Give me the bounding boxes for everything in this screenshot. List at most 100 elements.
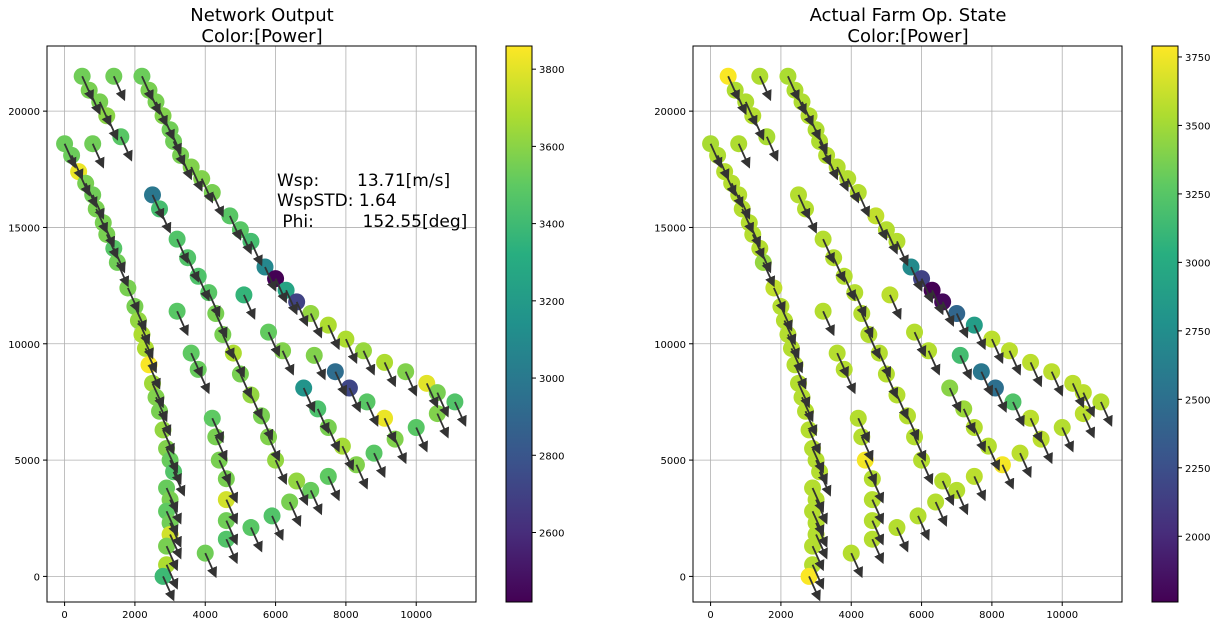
colorbar-ticks: 2000 2250 2500 2750 3000 3250 3500 3750 (1178, 53, 1210, 543)
colorbar-tick-label: 3750 (1185, 53, 1210, 64)
wind-arrow (327, 427, 341, 453)
x-tick-label: 6000 (909, 610, 934, 621)
wind-arrow (860, 436, 874, 462)
plot-frame (46, 45, 477, 603)
wind-arrow (383, 362, 397, 388)
wind-arrow (1082, 392, 1096, 418)
wind-arrow (204, 552, 217, 579)
wind-arrow (179, 154, 193, 181)
turbine-marker (242, 519, 260, 537)
wind-arrow (885, 373, 899, 399)
wind-arrow (913, 436, 927, 462)
wind-arrow (281, 350, 295, 376)
wind-arrow (832, 257, 846, 283)
colorbar-tick-label: 3500 (1185, 121, 1210, 132)
wind-arrow (843, 275, 856, 302)
wind-arrow (758, 248, 772, 274)
wind-arrow (373, 452, 386, 479)
y-tick-label: 5000 (15, 456, 40, 467)
wind-arrow (1008, 350, 1022, 376)
grid (47, 46, 476, 602)
wind-arrow (815, 522, 828, 548)
x-tick-label: 0 (61, 610, 67, 621)
y-tick-label: 10000 (8, 340, 40, 351)
wind-arrow (348, 387, 362, 413)
wind-arrow (225, 499, 239, 525)
wind-arrow (748, 222, 761, 248)
wind-arrow (288, 501, 302, 527)
chart-subtitle: Color:[Power] (201, 26, 322, 47)
colorbar-tick-label: 2750 (1185, 327, 1210, 338)
wind-arrow (267, 436, 281, 462)
wind-arrow (804, 208, 818, 234)
wind-arrow (148, 89, 161, 116)
x-tick-label: 2000 (122, 610, 147, 621)
wind-arrow (808, 429, 821, 455)
wind-arrow (980, 371, 994, 397)
wind-arrow (214, 436, 228, 462)
y-tick-label: 0 (680, 572, 686, 583)
wind-arrow (105, 115, 119, 141)
wind-arrow (165, 510, 179, 537)
wind-arrow (853, 292, 867, 318)
wind-arrow (962, 408, 976, 434)
wind-arrow (169, 499, 182, 525)
wind-arrow (309, 489, 323, 516)
wind-arrow (994, 387, 1008, 413)
wind-arrow (941, 480, 955, 506)
wind-arrow (723, 171, 737, 197)
wind-arrow (910, 266, 923, 292)
wind-arrow (260, 415, 274, 441)
turbine-markers (56, 67, 467, 602)
wind-arrow (762, 261, 776, 288)
wind-arrow (973, 427, 987, 453)
wind-arrow (383, 417, 397, 444)
colorbar-tick-label: 3600 (539, 142, 564, 153)
wind-arrow (151, 382, 165, 409)
wind-arrow (906, 415, 920, 441)
wind-arrow (295, 301, 309, 327)
wind-arrow (857, 417, 870, 444)
wind-arrow (436, 392, 450, 418)
colorbar-tick-label: 3400 (539, 220, 564, 231)
y-tick-label: 0 (34, 572, 40, 583)
turbine-marker (119, 279, 137, 297)
wind-arrow (815, 534, 828, 560)
annotation-line-wspstd: WspSTD: 1.64 (277, 191, 397, 211)
wind-arrow (783, 320, 797, 346)
wind-arrow (794, 89, 807, 116)
wind-arrow (169, 522, 182, 548)
wind-arrow (955, 313, 969, 339)
wind-arrow (327, 324, 341, 351)
wind-arrow (232, 352, 246, 379)
wind-arrow (176, 238, 189, 265)
wind-arrow (871, 538, 885, 565)
wind-arrow (415, 427, 428, 453)
x-tick-label: 10000 (1046, 610, 1078, 621)
wind-arrow (822, 310, 835, 337)
wind-arrow (889, 294, 902, 320)
colorbar-tick-label: 3000 (1185, 258, 1210, 269)
wind-arrow (112, 75, 126, 102)
wind-arrow (169, 129, 182, 155)
wind-arrow (959, 355, 972, 381)
colorbar-tick-label: 2800 (539, 451, 564, 462)
wind-arrow (243, 294, 256, 320)
wind-arrow (176, 310, 189, 337)
wind-arrow (267, 331, 281, 358)
wind-arrow (973, 324, 987, 351)
wind-arrow (186, 257, 200, 283)
wind-arrow (987, 445, 1001, 472)
wind-arrow (211, 417, 224, 444)
plot-frame (692, 45, 1123, 603)
wind-arrow (162, 576, 175, 602)
wind-arrow (218, 459, 232, 486)
chart-subtitle: Color:[Power] (847, 26, 968, 47)
wind-arrow (931, 289, 944, 316)
wind-arrow (955, 489, 969, 516)
wind-arrow (843, 368, 856, 395)
wind-arrow (197, 368, 210, 395)
wind-arrow (264, 266, 277, 292)
chart-title: Network Output (190, 5, 333, 26)
